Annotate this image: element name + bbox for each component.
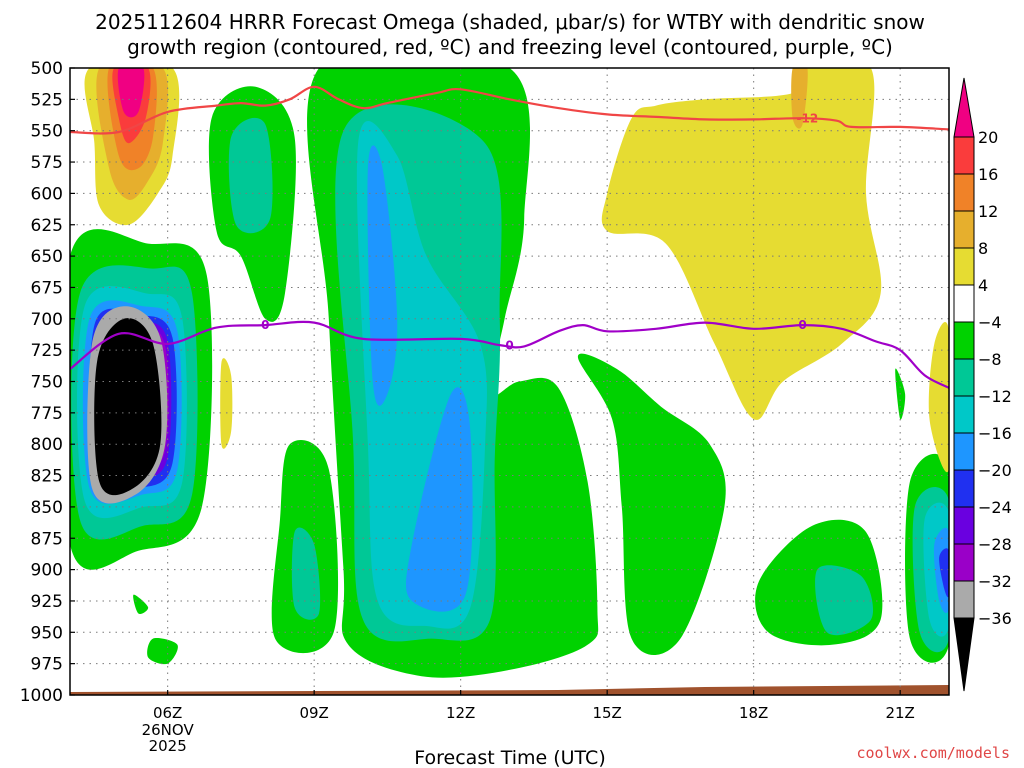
colorbar-bin-11 bbox=[953, 506, 975, 545]
terrain-strip bbox=[70, 685, 949, 695]
y-tick-label-14: 850 bbox=[31, 498, 63, 518]
omega-shading bbox=[70, 68, 949, 678]
colorbar-bin-4 bbox=[953, 247, 975, 286]
omega_minus16-region-2 bbox=[405, 387, 473, 612]
terrain-fill bbox=[70, 685, 949, 695]
y-tick-label-7: 675 bbox=[31, 278, 63, 298]
contour-lines: -12 0 0 0 bbox=[70, 85, 949, 389]
colorbar: 20 16 12 8 4 −4 −8 −12 −16 −20 −24 −28 −32 −36 bbox=[953, 77, 1012, 692]
y-tick-label-0: 500 bbox=[31, 59, 63, 79]
colorbar-arrow-bottom bbox=[953, 617, 975, 692]
credit-text: coolwx.com/models bbox=[856, 744, 1010, 762]
colorbar-bin-2 bbox=[953, 173, 975, 212]
omega_minus8-region-1 bbox=[228, 117, 273, 234]
y-tick-label-17: 925 bbox=[31, 592, 63, 612]
colorbar-arrow-top bbox=[953, 77, 975, 138]
colorbar-label-2: 12 bbox=[978, 202, 998, 221]
x-tick-sublabel-0-1: 2025 bbox=[149, 737, 187, 755]
x-tick-label-0: 06Z bbox=[153, 704, 182, 722]
omega_minus8-region-4 bbox=[815, 565, 874, 636]
colorbar-label-13: −36 bbox=[978, 609, 1012, 628]
omega_plus4-region-3 bbox=[928, 322, 949, 473]
chart-title-line-2: growth region (contoured, red, ºC) and f… bbox=[127, 35, 893, 59]
colorbar-label-4: 4 bbox=[978, 276, 988, 295]
y-tick-label-11: 775 bbox=[31, 404, 63, 424]
omega_minus8-region-2 bbox=[291, 527, 321, 620]
colorbar-label-9: −20 bbox=[978, 461, 1012, 480]
y-tick-label-16: 900 bbox=[31, 561, 63, 581]
omega_plus8-region-1 bbox=[791, 68, 808, 129]
y-tick-label-12: 800 bbox=[31, 435, 63, 455]
x-axis-label: Forecast Time (UTC) bbox=[414, 747, 605, 768]
colorbar-label-10: −24 bbox=[978, 498, 1012, 517]
colorbar-bin-6 bbox=[953, 321, 975, 360]
colorbar-bin-7 bbox=[953, 358, 975, 397]
colorbar-label-1: 16 bbox=[978, 165, 998, 184]
y-tick-label-9: 725 bbox=[31, 341, 63, 361]
colorbar-label-8: −16 bbox=[978, 424, 1012, 443]
colorbar-label-0: 20 bbox=[978, 128, 998, 147]
colorbar-bin-9 bbox=[953, 432, 975, 471]
y-tick-label-6: 650 bbox=[31, 247, 63, 267]
y-tick-label-4: 600 bbox=[31, 184, 63, 204]
y-tick-label-2: 550 bbox=[31, 122, 63, 142]
grid-lines bbox=[70, 68, 949, 695]
dgz_minus12-label-0: -12 bbox=[797, 112, 819, 126]
colorbar-label-12: −32 bbox=[978, 572, 1012, 591]
y-tick-label-13: 825 bbox=[31, 467, 63, 487]
colorbar-bin-13 bbox=[953, 580, 975, 619]
colorbar-bin-8 bbox=[953, 395, 975, 434]
x-tick-label-2: 12Z bbox=[446, 704, 475, 722]
y-tick-label-5: 625 bbox=[31, 216, 63, 236]
omega_plus4-region-2 bbox=[220, 358, 233, 449]
omega_negative-region-8 bbox=[147, 638, 178, 665]
colorbar-label-11: −28 bbox=[978, 535, 1012, 554]
freezing_level_0-label-1: 0 bbox=[505, 339, 513, 353]
y-tick-label-18: 950 bbox=[31, 623, 63, 643]
y-tick-label-1: 525 bbox=[31, 90, 63, 110]
omega_plus20-region-0 bbox=[117, 68, 145, 118]
colorbar-bin-1 bbox=[953, 136, 975, 175]
x-tick-label-1: 09Z bbox=[299, 704, 328, 722]
omega_minus36-region-0 bbox=[94, 318, 162, 496]
dgz_minus12-line bbox=[70, 85, 949, 135]
freezing_level_0-label-2: 0 bbox=[798, 318, 806, 332]
x-tick-label-3: 15Z bbox=[592, 704, 621, 722]
y-axis-ticks: 500 525 550 575 600 625 650 675 700 725 750 775 800 8… bbox=[20, 59, 75, 706]
omega_negative-region-9 bbox=[133, 594, 149, 614]
omega_negative-region-4 bbox=[577, 353, 726, 656]
colorbar-label-5: −4 bbox=[978, 313, 1002, 332]
colorbar-bin-3 bbox=[953, 210, 975, 249]
x-tick-sublabel-0-0: 26NOV bbox=[142, 721, 195, 739]
freezing_level_0-label-0: 0 bbox=[261, 318, 269, 332]
y-tick-label-10: 750 bbox=[31, 373, 63, 393]
y-tick-label-15: 875 bbox=[31, 529, 63, 549]
colorbar-label-3: 8 bbox=[978, 239, 988, 258]
colorbar-bin-10 bbox=[953, 469, 975, 508]
colorbar-label-7: −12 bbox=[978, 387, 1012, 406]
colorbar-bin-12 bbox=[953, 543, 975, 582]
y-tick-label-19: 975 bbox=[31, 655, 63, 675]
omega_minus20-region-1 bbox=[939, 548, 949, 598]
y-tick-label-3: 575 bbox=[31, 153, 63, 173]
x-tick-label-4: 18Z bbox=[739, 704, 768, 722]
chart-title-line-1: 2025112604 HRRR Forecast Omega (shaded, … bbox=[95, 10, 925, 34]
y-tick-label-20: 1000 bbox=[20, 686, 63, 706]
freezing_level_0-line bbox=[70, 320, 949, 389]
colorbar-label-6: −8 bbox=[978, 350, 1002, 369]
colorbar-bin-5 bbox=[953, 284, 975, 323]
y-tick-label-8: 700 bbox=[31, 310, 63, 330]
x-tick-label-5: 21Z bbox=[885, 704, 914, 722]
omega_plus4-region-1 bbox=[601, 68, 882, 420]
